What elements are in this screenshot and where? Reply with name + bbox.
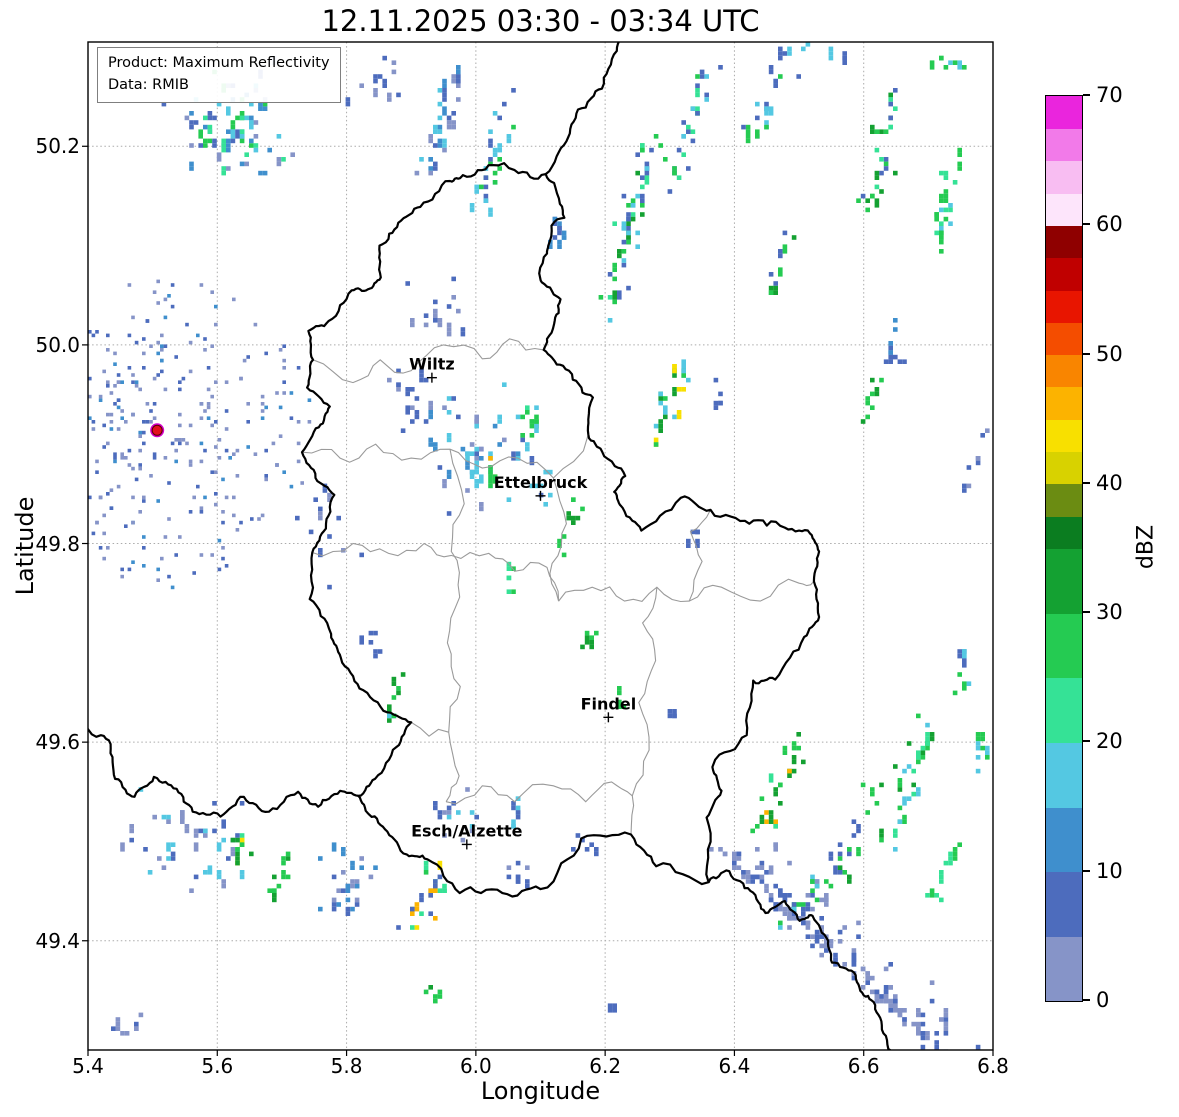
colorbar-tick <box>1083 223 1090 226</box>
colorbar-segment <box>1046 807 1082 873</box>
axis-ticks <box>82 145 994 1056</box>
colorbar-segment <box>1046 386 1082 420</box>
colorbar-tick <box>1083 94 1090 96</box>
colorbar-segment <box>1046 451 1082 485</box>
y-tick-label: 50.2 <box>35 134 80 159</box>
colorbar-tick <box>1083 352 1090 355</box>
data-source-line: Data: RMIB <box>108 76 189 93</box>
colorbar-segment <box>1046 225 1082 259</box>
colorbar-label: dBZ <box>1133 524 1159 570</box>
x-tick-label: 6.8 <box>977 1054 1009 1078</box>
y-tick-label: 49.8 <box>35 531 80 556</box>
colorbar <box>1045 95 1083 1002</box>
colorbar-segment <box>1046 613 1082 679</box>
map-plot: Wiltz Ettelbruck Findel Esch/Alzette <box>82 41 994 1056</box>
x-tick-label: 6.2 <box>589 1054 622 1078</box>
colorbar-segment <box>1046 548 1082 614</box>
colorbar-tick <box>1083 869 1090 872</box>
colorbar-tick-label: 40 <box>1096 470 1123 495</box>
x-tick-label: 6.0 <box>459 1054 492 1078</box>
colorbar-segment <box>1046 483 1082 517</box>
product-info-box: Product: Maximum Reflectivity Data: RMIB <box>97 47 341 103</box>
plot-frame <box>87 41 994 1051</box>
figure-title: 12.11.2025 03:30 - 03:34 UTC <box>321 4 760 38</box>
colorbar-tick-label: 20 <box>1096 729 1123 754</box>
y-tick-label: 49.4 <box>35 928 80 953</box>
y-tick-label: 50.0 <box>35 332 80 357</box>
district-border-layer <box>301 338 815 835</box>
colorbar-segment <box>1046 354 1082 388</box>
colorbar-tick <box>1083 481 1090 484</box>
country-border-layer <box>88 42 892 1050</box>
x-tick-label: 5.4 <box>72 1054 104 1078</box>
city-label: Esch/Alzette <box>411 821 523 840</box>
colorbar-tick-label: 50 <box>1096 341 1123 366</box>
colorbar-segment <box>1046 419 1082 453</box>
radar-echo-layer <box>88 42 990 1050</box>
colorbar-segment <box>1046 871 1082 937</box>
colorbar-tick-label: 0 <box>1096 988 1110 1012</box>
colorbar-segment <box>1046 257 1082 291</box>
x-tick-label: 5.6 <box>201 1054 234 1078</box>
colorbar-segment <box>1046 677 1082 744</box>
city-label: Wiltz <box>409 355 455 374</box>
colorbar-segment <box>1046 96 1082 129</box>
colorbar-segment <box>1046 322 1082 356</box>
x-tick-label: 5.8 <box>330 1054 363 1078</box>
city-label: Findel <box>581 694 637 713</box>
colorbar-segment <box>1046 742 1082 808</box>
x-tick-label: 6.6 <box>847 1054 880 1078</box>
colorbar-tick-label: 60 <box>1096 212 1123 237</box>
city-label: Ettelbruck <box>494 473 588 492</box>
colorbar-tick <box>1083 999 1090 1001</box>
colorbar-segment <box>1046 516 1082 550</box>
x-axis-label: Longitude <box>480 1077 601 1105</box>
x-tick-label: 6.4 <box>718 1054 751 1078</box>
colorbar-tick-label: 10 <box>1096 858 1123 883</box>
colorbar-segment <box>1046 160 1082 194</box>
colorbar-segment <box>1046 128 1082 162</box>
product-info-line: Product: Maximum Reflectivity <box>108 55 330 71</box>
colorbar-tick-label: 30 <box>1096 600 1123 625</box>
colorbar-tick <box>1083 740 1090 743</box>
colorbar-segment <box>1046 192 1082 226</box>
colorbar-tick-label: 70 <box>1096 83 1123 107</box>
colorbar-segment <box>1046 936 1082 1001</box>
city-layer: Wiltz Ettelbruck Findel Esch/Alzette <box>409 355 636 850</box>
radar-site-marker <box>150 423 165 438</box>
colorbar-tick <box>1083 611 1090 614</box>
colorbar-segment <box>1046 289 1082 323</box>
y-tick-label: 49.6 <box>35 730 80 755</box>
